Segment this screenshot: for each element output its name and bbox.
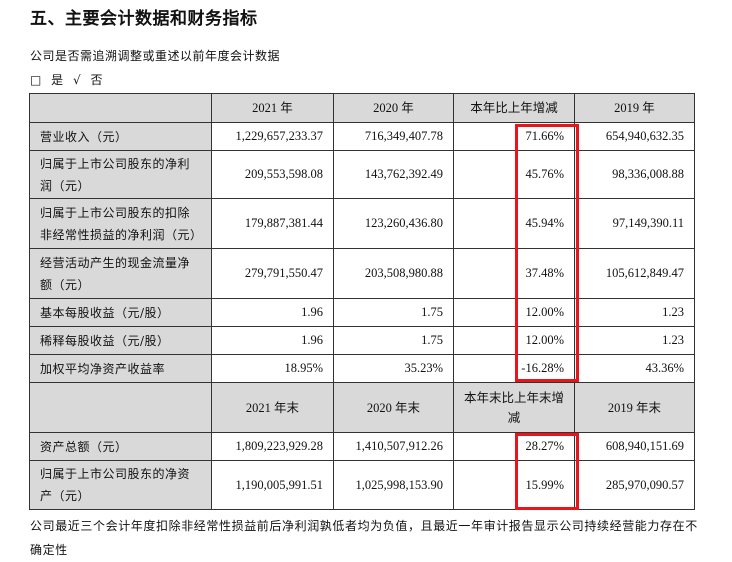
section-title: 五、主要会计数据和财务指标 (30, 9, 258, 29)
value-2021: 209,553,598.08 (211, 150, 334, 199)
row-label: 资产总额（元） (29, 432, 212, 461)
table-row: 归属于上市公司股东的扣除非经常性损益的净利润（元） 179,887,381.44… (29, 198, 695, 249)
footnote: 公司最近三个会计年度扣除非经常性损益前后净利润孰低者均为负值，且最近一年审计报告… (30, 519, 698, 557)
value-change: 12.00% (453, 298, 575, 327)
value-2021: 1.96 (211, 326, 334, 355)
table-row: 归属于上市公司股东的净资产（元） 1,190,005,991.51 1,025,… (29, 460, 695, 510)
value-2021: 179,887,381.44 (211, 198, 334, 249)
value-2019: 654,940,632.35 (574, 122, 695, 151)
option-no-label: 否 (90, 73, 106, 87)
value-2020: 123,260,436.80 (333, 198, 454, 249)
value-2019: 97,149,390.11 (574, 198, 695, 249)
restatement-question: 公司是否需追溯调整或重述以前年度会计数据 (30, 49, 281, 63)
header-2021: 2021 年 (211, 93, 334, 123)
row-label: 营业收入（元） (29, 122, 212, 151)
header-2019-end: 2019 年末 (574, 382, 695, 433)
table-row: 基本每股收益（元/股） 1.96 1.75 12.00% 1.23 (29, 298, 695, 327)
header-2020: 2020 年 (333, 93, 454, 123)
value-2020: 1.75 (333, 298, 454, 327)
value-2019: 1.23 (574, 326, 695, 355)
value-2021: 1,190,005,991.51 (211, 460, 334, 510)
table-row: 资产总额（元） 1,809,223,929.28 1,410,507,912.2… (29, 432, 695, 461)
restatement-options: □ 是 √ 否 (30, 71, 106, 88)
value-2021: 1,229,657,233.37 (211, 122, 334, 151)
value-change: 37.48% (453, 248, 575, 299)
value-2021: 279,791,550.47 (211, 248, 334, 299)
header-2019: 2019 年 (574, 93, 695, 123)
value-2020: 143,762,392.49 (333, 150, 454, 199)
value-2020: 1.75 (333, 326, 454, 355)
checkmark-icon: √ (73, 73, 84, 87)
value-change: 45.76% (453, 150, 575, 199)
table-row: 归属于上市公司股东的净利润（元） 209,553,598.08 143,762,… (29, 150, 695, 199)
table-header-row: 2021 年 2020 年 本年比上年增减 2019 年 (29, 93, 695, 123)
value-change: 45.94% (453, 198, 575, 249)
value-2019: 43.36% (574, 354, 695, 383)
value-2020: 1,410,507,912.26 (333, 432, 454, 461)
header-empty (29, 93, 212, 123)
value-2020: 203,508,980.88 (333, 248, 454, 299)
value-2020: 1,025,998,153.90 (333, 460, 454, 510)
financial-data-table: 2021 年 2020 年 本年比上年增减 2019 年 营业收入（元） 1,2… (29, 93, 695, 510)
table-row: 稀释每股收益（元/股） 1.96 1.75 12.00% 1.23 (29, 326, 695, 355)
value-2019: 105,612,849.47 (574, 248, 695, 299)
value-2020: 716,349,407.78 (333, 122, 454, 151)
row-label: 归属于上市公司股东的扣除非经常性损益的净利润（元） (29, 198, 212, 249)
row-label: 稀释每股收益（元/股） (29, 326, 212, 355)
row-label: 基本每股收益（元/股） (29, 298, 212, 327)
value-2019: 608,940,151.69 (574, 432, 695, 461)
table-header-row-yearend: 2021 年末 2020 年末 本年末比上年末增减 2019 年末 (29, 382, 695, 433)
header-2020-end: 2020 年末 (333, 382, 454, 433)
option-yes-label: 是 (51, 73, 67, 87)
value-change: -16.28% (453, 354, 575, 383)
value-change: 15.99% (453, 460, 575, 510)
value-2021: 1.96 (211, 298, 334, 327)
value-2019: 98,336,008.88 (574, 150, 695, 199)
table-row: 加权平均净资产收益率 18.95% 35.23% -16.28% 43.36% (29, 354, 695, 383)
row-label: 归属于上市公司股东的净资产（元） (29, 460, 212, 510)
header-change-end: 本年末比上年末增减 (453, 382, 575, 433)
row-label: 经营活动产生的现金流量净额（元） (29, 248, 212, 299)
table-row: 营业收入（元） 1,229,657,233.37 716,349,407.78 … (29, 122, 695, 151)
value-2021: 1,809,223,929.28 (211, 432, 334, 461)
value-change: 71.66% (453, 122, 575, 151)
value-change: 12.00% (453, 326, 575, 355)
checkbox-unchecked-icon: □ (30, 73, 45, 87)
header-change: 本年比上年增减 (453, 93, 575, 123)
value-2019: 1.23 (574, 298, 695, 327)
header-empty (29, 382, 212, 433)
row-label: 加权平均净资产收益率 (29, 354, 212, 383)
row-label: 归属于上市公司股东的净利润（元） (29, 150, 212, 199)
value-2019: 285,970,090.57 (574, 460, 695, 510)
value-2020: 35.23% (333, 354, 454, 383)
header-2021-end: 2021 年末 (211, 382, 334, 433)
table-row: 经营活动产生的现金流量净额（元） 279,791,550.47 203,508,… (29, 248, 695, 299)
value-change: 28.27% (453, 432, 575, 461)
value-2021: 18.95% (211, 354, 334, 383)
